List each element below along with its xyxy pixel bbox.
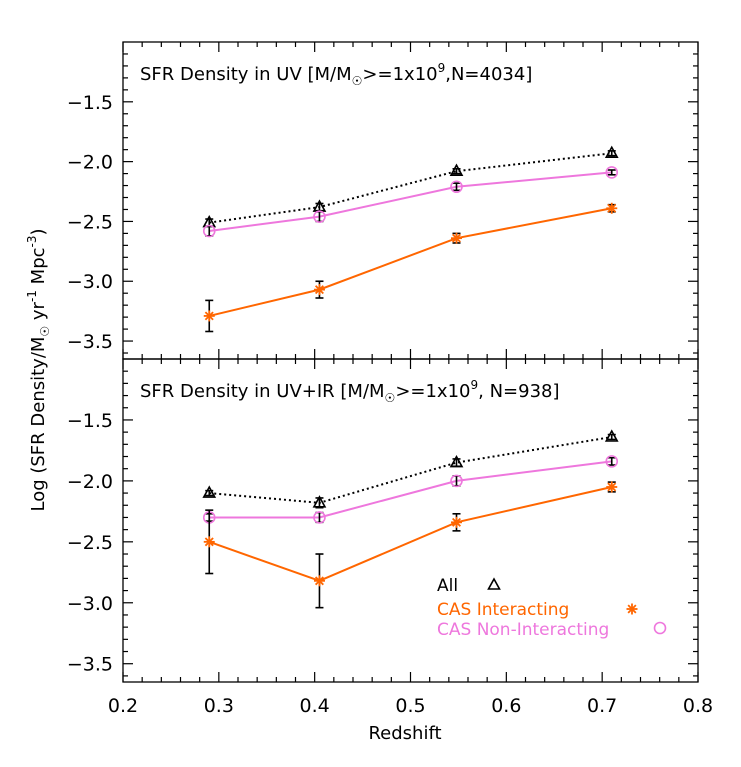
data-point-non_interacting bbox=[450, 180, 463, 194]
series-line-all bbox=[209, 436, 612, 504]
legend-label-non-interacting: CAS Non-Interacting bbox=[437, 620, 609, 640]
data-point-interacting bbox=[203, 310, 215, 322]
x-axis-title: Redshift bbox=[368, 723, 441, 744]
x-tick-label: 0.3 bbox=[204, 695, 234, 717]
series-line-interacting bbox=[208, 486, 612, 582]
series-line-non_interacting bbox=[209, 460, 612, 519]
y-axis-title: Log (SFR Density/M☉ yr-1 Mpc-3) bbox=[25, 228, 52, 511]
data-point-non_interacting bbox=[605, 166, 619, 179]
error-bar-non_interacting bbox=[452, 182, 461, 192]
y-tick-label: −3.5 bbox=[67, 654, 113, 676]
x-tick-label: 0.8 bbox=[683, 695, 713, 717]
data-point-all bbox=[449, 454, 464, 468]
top-panel: −3.5 −3.0 −2.5 −2.0 −1.5 bbox=[67, 42, 699, 359]
data-point-interacting bbox=[203, 536, 215, 548]
y-tick-label: −3.0 bbox=[67, 271, 113, 293]
data-point-all bbox=[604, 429, 619, 442]
series-line-non_interacting bbox=[209, 171, 612, 232]
data-point-interacting bbox=[313, 284, 325, 296]
legend: All CAS Interacting CAS Non-Interacting bbox=[437, 576, 667, 640]
x-tick-label: 0.6 bbox=[491, 695, 521, 717]
data-point-interacting bbox=[451, 232, 462, 244]
bottom-panel-title: SFR Density in UV+IR [M/M☉>=1x109, N=938… bbox=[140, 378, 560, 405]
data-point-interacting bbox=[606, 202, 618, 214]
y-tick-label: −1.5 bbox=[67, 92, 113, 114]
legend-label-all: All bbox=[437, 576, 458, 596]
top-panel-title: SFR Density in UV [M/M☉>=1x109,N=4034] bbox=[140, 61, 532, 88]
data-point-all bbox=[202, 485, 217, 498]
data-point-all bbox=[604, 145, 619, 159]
data-point-interacting bbox=[313, 575, 325, 587]
error-bar-non_interacting bbox=[607, 169, 616, 176]
data-point-non_interacting bbox=[313, 511, 326, 524]
legend-marker-interacting bbox=[626, 603, 638, 615]
y-tick-label: −2.0 bbox=[67, 471, 113, 493]
y-tick-label: −2.5 bbox=[67, 211, 113, 233]
y-tick-label: −3.5 bbox=[67, 331, 113, 353]
bottom-panel: 0.2 0.3 0.4 0.5 0.6 0.7 0.8 −3.5 −3.0 −2.5 −2.0 −1.… bbox=[67, 359, 713, 717]
x-tick-label: 0.5 bbox=[395, 695, 425, 717]
y-tick-label: −2.5 bbox=[67, 532, 113, 554]
data-point-all bbox=[312, 495, 327, 508]
data-point-non_interacting bbox=[605, 455, 619, 468]
x-tick-label: 0.2 bbox=[108, 695, 138, 717]
x-tick-label: 0.4 bbox=[300, 695, 330, 717]
series-line-interacting bbox=[209, 207, 612, 317]
y-tick-label: −1.5 bbox=[67, 410, 113, 432]
data-point-non_interacting bbox=[450, 474, 463, 488]
x-tick-label: 0.7 bbox=[587, 695, 617, 717]
y-tick-label: −3.0 bbox=[67, 593, 113, 615]
data-point-non_interacting bbox=[313, 210, 326, 223]
data-point-interacting bbox=[451, 516, 462, 528]
error-bar-non_interacting bbox=[607, 456, 616, 466]
legend-label-interacting: CAS Interacting bbox=[437, 600, 569, 620]
legend-marker-all bbox=[487, 577, 501, 590]
data-point-interacting bbox=[606, 481, 618, 493]
data-point-all bbox=[449, 163, 464, 176]
legend-marker-non_interacting bbox=[653, 621, 667, 635]
series-line-all bbox=[209, 152, 612, 224]
data-point-non_interacting bbox=[202, 224, 216, 238]
y-tick-label: −2.0 bbox=[67, 152, 113, 174]
